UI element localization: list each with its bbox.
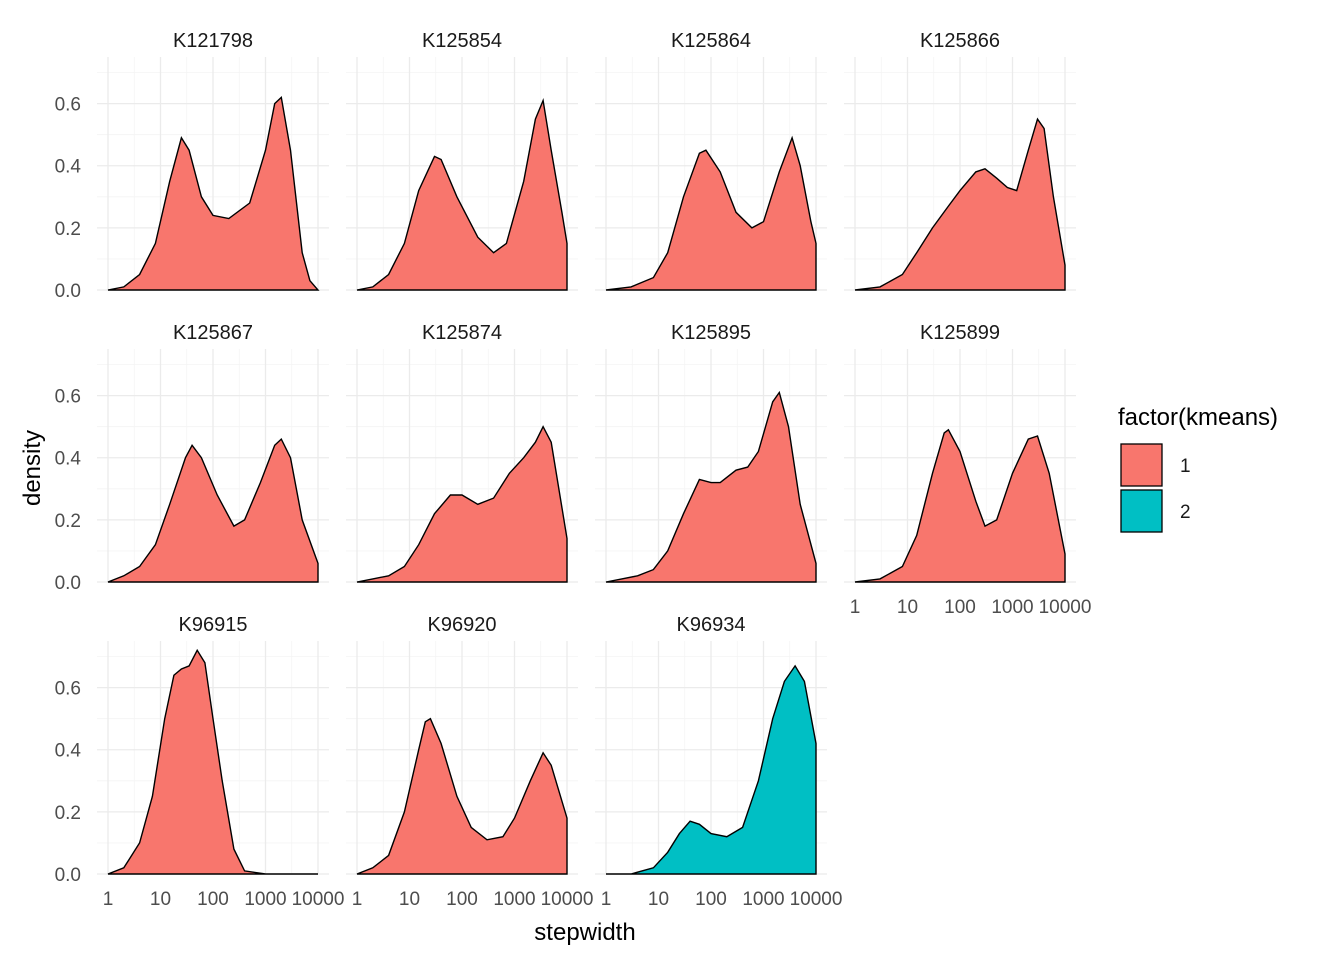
x-tick-label: 10 xyxy=(150,889,171,910)
facet-label: K125866 xyxy=(920,30,1000,52)
y-tick-label: 0.2 xyxy=(55,511,81,532)
x-tick-label: 100 xyxy=(446,889,478,910)
facet-panel: K125895 xyxy=(595,322,827,583)
facet-panel: K96934 1 10 100 1000 10000 xyxy=(595,614,842,910)
x-tick-label: 100 xyxy=(695,889,727,910)
x-tick-label: 1 xyxy=(850,597,861,618)
x-tick-label: 1000 xyxy=(991,597,1033,618)
density-area xyxy=(854,428,1066,583)
x-tick-label: 1000 xyxy=(244,889,286,910)
facet-label: K125854 xyxy=(422,30,502,52)
y-tick-label: 0.6 xyxy=(55,95,81,116)
x-tick-label: 10 xyxy=(399,889,420,910)
density-area xyxy=(605,135,817,291)
x-tick-label: 100 xyxy=(197,889,229,910)
y-tick-label: 0.2 xyxy=(55,803,81,824)
y-axis-title: density xyxy=(19,430,46,506)
facet-label: K121798 xyxy=(173,30,253,52)
density-area xyxy=(107,96,320,291)
y-tick-label: 0.6 xyxy=(55,679,81,700)
density-area xyxy=(107,437,319,583)
facet-panel: K125864 xyxy=(595,30,827,291)
x-tick-label: 10 xyxy=(648,889,669,910)
density-area xyxy=(356,425,568,583)
density-area xyxy=(854,117,1066,291)
density-area xyxy=(606,664,817,875)
y-tick-label: 0.0 xyxy=(55,865,81,886)
density-area xyxy=(605,390,817,583)
x-tick-label: 1 xyxy=(352,889,363,910)
legend-title: factor(kmeans) xyxy=(1118,404,1278,431)
facet-label: K125874 xyxy=(422,322,502,344)
facet-label: K125899 xyxy=(920,322,1000,344)
facet-panel: K125874 xyxy=(346,322,578,583)
facet-label: K125895 xyxy=(671,322,751,344)
facet-label: K96915 xyxy=(179,614,248,636)
legend-key xyxy=(1120,489,1163,533)
y-tick-label: 0.2 xyxy=(55,219,81,240)
x-tick-label: 1 xyxy=(601,889,612,910)
facet-label: K96934 xyxy=(677,614,746,636)
y-tick-label: 0.0 xyxy=(55,573,81,594)
facet-label: K125864 xyxy=(671,30,751,52)
facet-panel: K125854 xyxy=(346,30,578,291)
x-tick-label: 10000 xyxy=(541,889,594,910)
y-tick-label: 0.0 xyxy=(55,281,81,302)
facet-panels: K121798 0.0 0.2 0.4 0.6 K125854 K125864 K125866… xyxy=(55,30,1092,910)
density-area xyxy=(356,97,568,291)
legend-key xyxy=(1120,443,1163,487)
facet-label: K125867 xyxy=(173,322,253,344)
x-axis-title: stepwidth xyxy=(534,919,635,946)
x-tick-label: 100 xyxy=(944,597,976,618)
x-tick-label: 1000 xyxy=(742,889,784,910)
y-tick-label: 0.4 xyxy=(55,157,82,178)
facet-label: K96920 xyxy=(428,614,497,636)
x-tick-label: 1000 xyxy=(493,889,535,910)
y-tick-label: 0.6 xyxy=(55,387,81,408)
y-tick-label: 0.4 xyxy=(55,449,82,470)
facet-panel: K125866 xyxy=(844,30,1076,291)
legend-label: 2 xyxy=(1180,502,1191,523)
facet-panel: K96920 1 10 100 1000 10000 xyxy=(346,614,593,910)
x-tick-label: 1 xyxy=(103,889,114,910)
facet-panel: K121798 0.0 0.2 0.4 0.6 xyxy=(55,30,329,302)
y-tick-label: 0.4 xyxy=(55,741,82,762)
legend: factor(kmeans) 1 2 xyxy=(1118,404,1278,533)
facet-panel: K125867 0.0 0.2 0.4 0.6 xyxy=(55,322,329,594)
legend-label: 1 xyxy=(1180,456,1191,477)
facet-panel: K125899 1 10 100 1000 10000 xyxy=(844,322,1091,618)
facet-panel: K96915 0.0 0.2 0.4 0.6 1 10 100 1000 10000 xyxy=(55,614,345,910)
x-tick-label: 10000 xyxy=(292,889,345,910)
x-tick-label: 10000 xyxy=(790,889,843,910)
x-tick-label: 10 xyxy=(897,597,918,618)
density-area xyxy=(356,717,568,875)
density-area xyxy=(107,648,318,875)
x-tick-label: 10000 xyxy=(1039,597,1092,618)
